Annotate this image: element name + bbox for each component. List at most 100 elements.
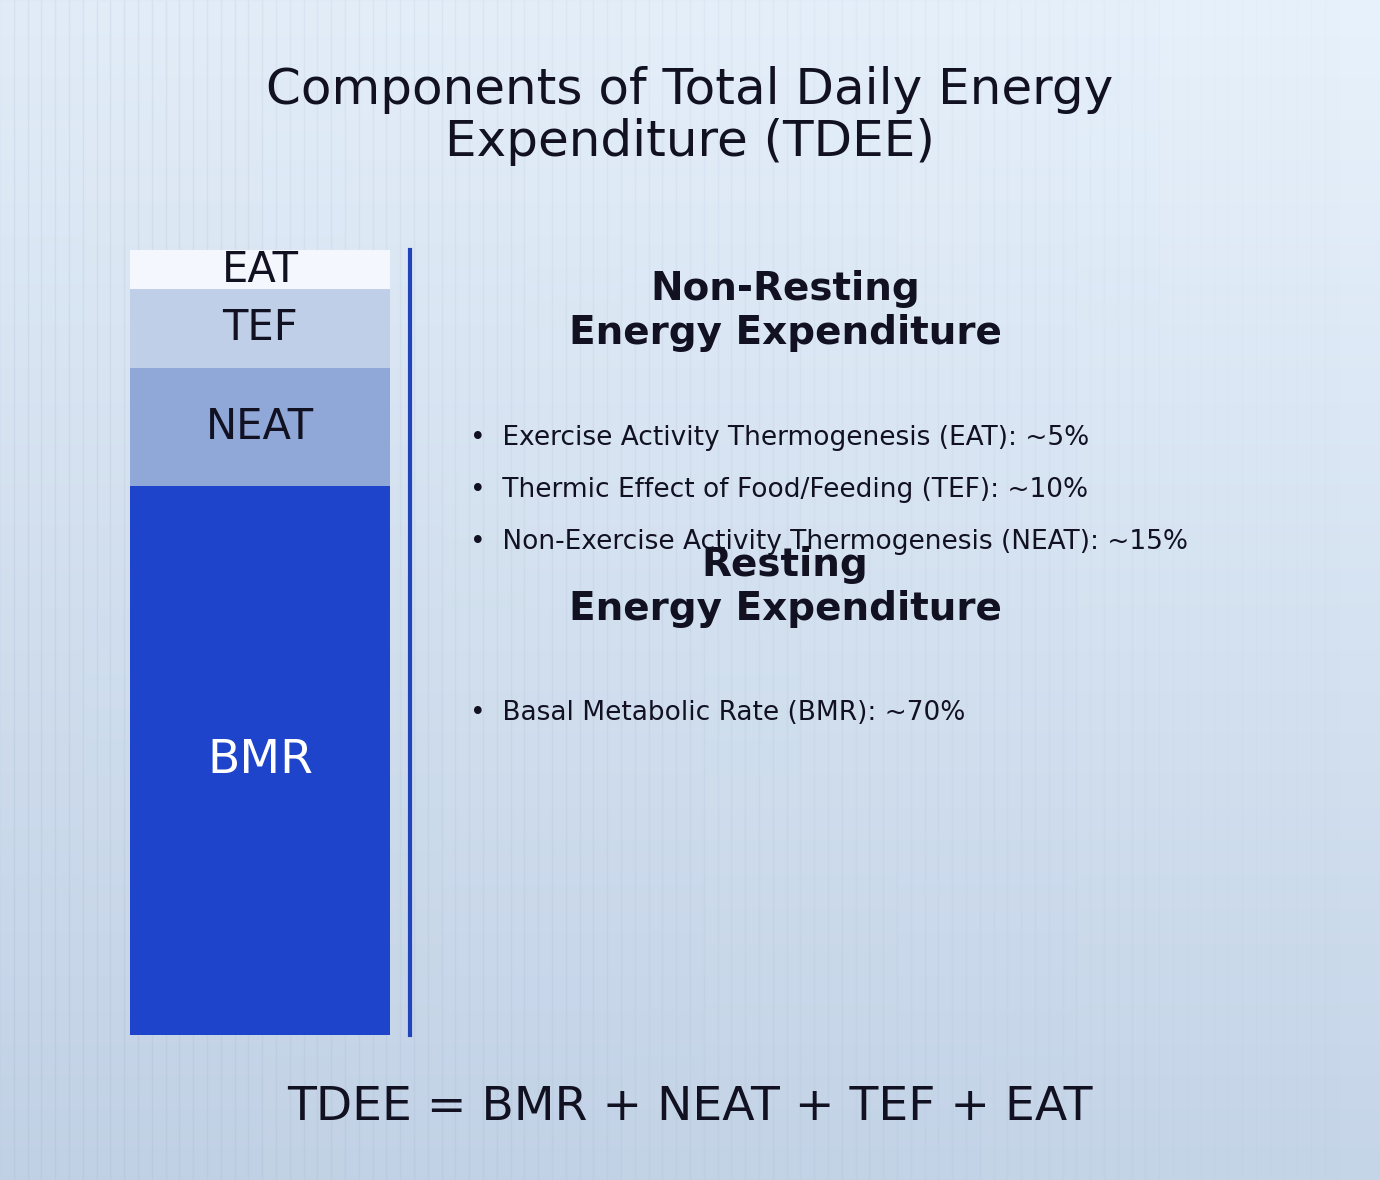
Bar (0, 732, 1380, 738)
Bar (1159, 0, 1173, 1180)
Bar (621, 0, 635, 1180)
Bar (0, 637, 1380, 643)
Bar (0, 590, 1380, 596)
Bar (0, 802, 1380, 808)
Bar (1352, 0, 1366, 1180)
Bar (0, 1174, 1380, 1180)
Bar (0, 307, 1380, 313)
Bar (1201, 0, 1214, 1180)
Bar (745, 0, 759, 1180)
Text: BMR: BMR (207, 738, 313, 782)
Bar (0, 336, 1380, 342)
Bar (179, 0, 193, 1180)
Bar (428, 0, 442, 1180)
Text: •  Thermic Effect of Food/Feeding (TEF): ~10%: • Thermic Effect of Food/Feeding (TEF): … (471, 477, 1087, 503)
Bar (0, 997, 1380, 1003)
Bar (0, 507, 1380, 513)
Bar (0, 596, 1380, 602)
Text: NEAT: NEAT (206, 406, 315, 447)
Bar (193, 0, 207, 1180)
Bar (0, 791, 1380, 796)
Bar (0, 785, 1380, 791)
Bar (704, 0, 718, 1180)
Bar (0, 319, 1380, 324)
Bar (304, 0, 317, 1180)
Bar (649, 0, 662, 1180)
Bar (800, 0, 814, 1180)
Text: Expenditure (TDEE): Expenditure (TDEE) (446, 118, 934, 166)
Bar (0, 950, 1380, 956)
Bar (0, 301, 1380, 307)
Bar (0, 0, 1380, 6)
Bar (0, 372, 1380, 378)
Bar (0, 395, 1380, 401)
Bar (1297, 0, 1311, 1180)
Text: Non-Resting
Energy Expenditure: Non-Resting Energy Expenditure (569, 270, 1002, 352)
Bar (0, 1109, 1380, 1115)
Bar (911, 0, 925, 1180)
Bar (1242, 0, 1256, 1180)
Bar (386, 0, 400, 1180)
Bar (635, 0, 649, 1180)
Bar (0, 1015, 1380, 1021)
Bar (0, 867, 1380, 873)
Bar (0, 513, 1380, 519)
Bar (207, 0, 221, 1180)
Bar (0, 749, 1380, 755)
Bar (0, 673, 1380, 678)
Bar (1076, 0, 1090, 1180)
Bar (0, 1156, 1380, 1162)
Bar (0, 696, 1380, 702)
Bar (497, 0, 511, 1180)
Bar (1283, 0, 1297, 1180)
Bar (980, 0, 994, 1180)
Bar (0, 549, 1380, 555)
Bar (0, 189, 1380, 195)
Bar (0, 838, 1380, 844)
Bar (0, 779, 1380, 785)
Bar (814, 0, 828, 1180)
Bar (0, 165, 1380, 171)
Bar (0, 230, 1380, 236)
Bar (0, 1074, 1380, 1080)
Bar (511, 0, 524, 1180)
Bar (0, 313, 1380, 319)
Bar (0, 684, 1380, 690)
Bar (138, 0, 152, 1180)
Bar (0, 271, 1380, 277)
Bar (0, 938, 1380, 944)
Bar (0, 678, 1380, 684)
Bar (1035, 0, 1049, 1180)
Bar (0, 1003, 1380, 1009)
Bar (69, 0, 83, 1180)
Bar (0, 714, 1380, 720)
Bar (0, 525, 1380, 531)
Bar (0, 419, 1380, 425)
Bar (0, 466, 1380, 472)
Bar (0, 1062, 1380, 1068)
Bar (0, 218, 1380, 224)
Bar (1339, 0, 1352, 1180)
Bar (0, 850, 1380, 856)
Bar (0, 1121, 1380, 1127)
Bar (0, 106, 1380, 112)
Bar (0, 1127, 1380, 1133)
Bar (0, 100, 1380, 106)
Bar (1104, 0, 1118, 1180)
Bar (0, 914, 1380, 920)
Text: TEF: TEF (222, 308, 298, 349)
Bar (0, 472, 1380, 478)
Bar (0, 360, 1380, 366)
Bar (55, 0, 69, 1180)
Bar (41, 0, 55, 1180)
Bar (0, 773, 1380, 779)
Bar (925, 0, 938, 1180)
Bar (0, 767, 1380, 773)
Bar (0, 1032, 1380, 1038)
Bar (0, 478, 1380, 484)
Bar (0, 625, 1380, 631)
Bar (0, 555, 1380, 560)
Bar (0, 891, 1380, 897)
Bar (1366, 0, 1380, 1180)
Bar (1325, 0, 1339, 1180)
